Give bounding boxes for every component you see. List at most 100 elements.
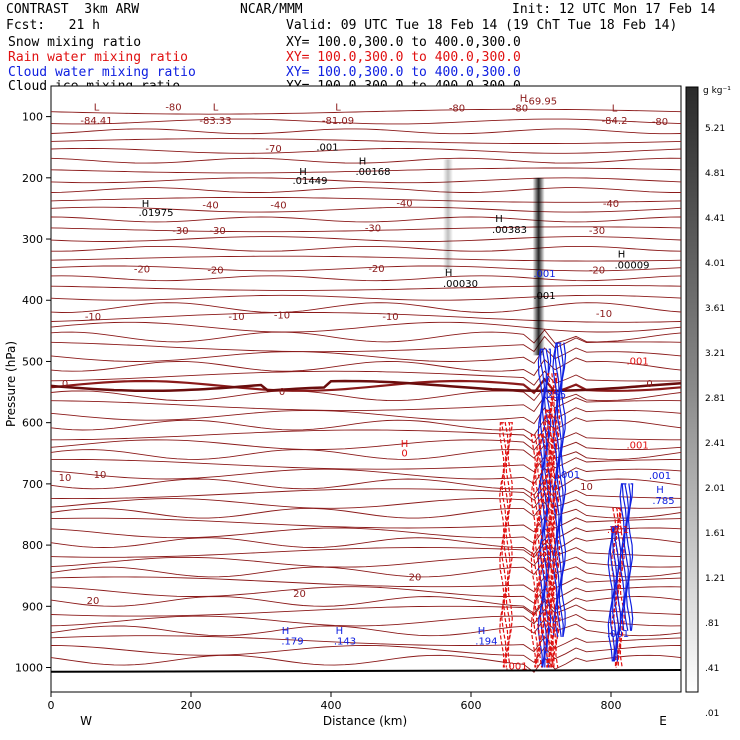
x-tick-label: 600 — [461, 699, 482, 712]
colorbar-level-label: .81 — [705, 619, 719, 629]
precip-contour — [546, 373, 553, 668]
contour-label: -84.2 — [602, 116, 628, 127]
field-snow-xy: XY= 100.0,300.0 to 400.0,300.0 — [286, 35, 521, 50]
y-tick-label: 600 — [22, 417, 43, 430]
contour-label: 0 — [401, 448, 407, 459]
contour-label: -20 — [368, 264, 384, 275]
precip-contour — [627, 483, 634, 631]
contour-label: -10 — [274, 311, 290, 322]
contour-label: -70 — [265, 144, 281, 155]
x-tick-label: 200 — [181, 699, 202, 712]
contour-label: 2 — [536, 551, 542, 562]
y-tick-label: 700 — [22, 478, 43, 491]
isotherm-line — [50, 377, 682, 395]
contour-label: H — [656, 485, 664, 496]
isotherm-line — [50, 654, 682, 673]
y-tick-label: 300 — [22, 233, 43, 246]
contour-label: H — [142, 199, 150, 210]
colorbar-level-label: 4.01 — [705, 259, 725, 269]
precip-contour — [625, 483, 632, 631]
colorbar-level-label: 1.21 — [705, 574, 725, 584]
y-axis-title: Pressure (hPa) — [4, 341, 18, 427]
isotherm-line — [50, 485, 682, 501]
isotherm-line — [50, 321, 682, 333]
contour-label: .785 — [652, 496, 674, 507]
colorbar-level-label: 2.41 — [705, 439, 725, 449]
x-tick-label: 0 — [48, 699, 55, 712]
colorbar-level-label: 4.41 — [705, 214, 725, 224]
precip-contour — [550, 409, 557, 668]
contour-label: .001 — [316, 142, 338, 153]
isotherm-line — [50, 586, 682, 604]
contour-label: .001 — [558, 470, 580, 481]
isotherm-line — [50, 617, 682, 637]
contour-label: H — [336, 626, 344, 637]
contour-label: -40 — [603, 199, 619, 210]
y-tick-label: 400 — [22, 294, 43, 307]
contour-label: 0 — [279, 387, 285, 398]
isotherm-line — [50, 196, 682, 203]
isotherm-line — [50, 118, 682, 125]
x-axis-title: Distance (km) — [323, 714, 407, 728]
init-time: Init: 12 UTC Mon 17 Feb 14 — [512, 2, 716, 17]
contour-label: .00383 — [492, 225, 527, 236]
y-tick-label: 200 — [22, 172, 43, 185]
precip-contour — [621, 483, 628, 631]
contour-label: .001 — [626, 357, 648, 368]
contour-label: .001 — [607, 525, 629, 536]
isotherm-line — [50, 329, 682, 344]
isotherm-line — [50, 302, 682, 313]
valid-time: Valid: 09 UTC Tue 18 Feb 14 (19 ChT Tue … — [286, 18, 678, 33]
precip-contour — [555, 373, 561, 668]
isotherm-line — [50, 265, 682, 272]
isotherm-line — [50, 357, 682, 377]
isotherm-line — [50, 435, 682, 451]
isotherm-line — [50, 177, 682, 184]
isotherm-line — [50, 187, 681, 193]
precip-contour — [501, 422, 507, 668]
isotherm-line — [50, 157, 682, 164]
precip-contour — [552, 373, 559, 668]
isotherm-line — [50, 386, 682, 402]
contour-label: L — [335, 102, 341, 113]
contour-label: .00009 — [615, 260, 650, 271]
colorbar-level-label: 2.81 — [705, 394, 725, 404]
contour-label: -69.95 — [525, 96, 557, 107]
precip-contour — [536, 434, 543, 668]
contour-label: -80 — [165, 102, 181, 113]
contour-label: H — [359, 156, 367, 167]
isotherm-line — [50, 477, 682, 496]
contour-label: -40 — [270, 200, 286, 211]
isotherm-line — [50, 537, 682, 556]
contour-label: .143 — [334, 636, 356, 647]
colorbar — [685, 86, 699, 693]
isotherm-line — [51, 427, 681, 444]
contour-label: -81.09 — [322, 116, 354, 127]
isotherm-line — [50, 206, 682, 213]
isotherm-line — [50, 645, 682, 664]
contour-label: .001 — [533, 269, 555, 280]
isotherm-line — [50, 527, 682, 545]
precip-contour — [534, 434, 541, 668]
freezing-level-line — [50, 379, 682, 393]
colorbar-level-label: .01 — [705, 709, 719, 719]
contour-label: L — [213, 102, 219, 113]
contour-label: -80 — [652, 117, 668, 128]
colorbar-level-label: 2.01 — [705, 484, 725, 494]
field-cloudwater-name: Cloud water mixing ratio — [8, 65, 196, 80]
contour-label: H — [282, 626, 290, 637]
contour-label: H — [401, 439, 409, 450]
isotherm-line — [51, 245, 682, 252]
isotherm-line — [50, 542, 682, 559]
isotherm-line — [50, 501, 682, 519]
isotherm-line — [50, 255, 682, 262]
contour-label: -83.33 — [199, 116, 231, 127]
contour-label: L — [612, 104, 618, 115]
contour-label: .179 — [281, 636, 303, 647]
contour-label: -30 — [172, 226, 188, 237]
field-rain-xy: XY= 100.0,300.0 to 400.0,300.0 — [286, 50, 521, 65]
y-tick-label: 800 — [22, 539, 43, 552]
isotherm-line — [50, 216, 682, 223]
isotherm-line — [50, 493, 682, 509]
organization: NCAR/MMM — [240, 2, 303, 17]
